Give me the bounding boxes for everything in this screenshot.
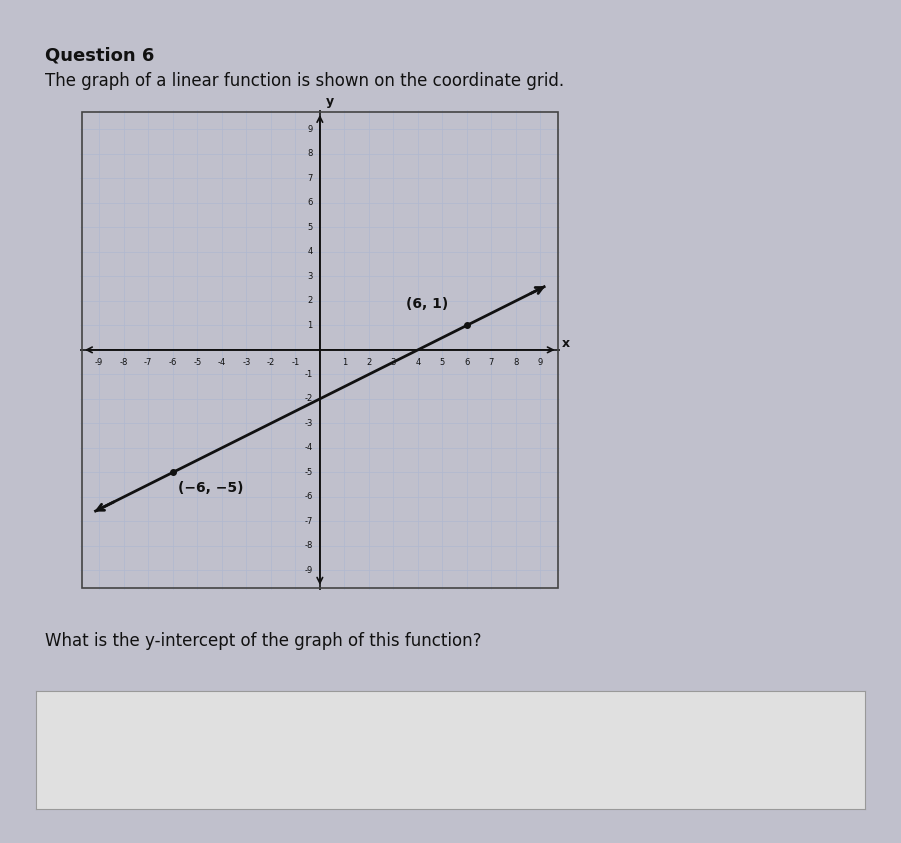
Text: -9: -9 bbox=[305, 566, 313, 575]
Text: 5: 5 bbox=[307, 223, 313, 232]
Text: -7: -7 bbox=[144, 358, 152, 368]
Text: -5: -5 bbox=[193, 358, 202, 368]
Text: (−6, −5): (−6, −5) bbox=[177, 481, 243, 495]
Text: The graph of a linear function is shown on the coordinate grid.: The graph of a linear function is shown … bbox=[45, 72, 564, 89]
Text: x: x bbox=[561, 337, 569, 350]
Text: -2: -2 bbox=[305, 395, 313, 404]
Text: -6: -6 bbox=[168, 358, 177, 368]
Text: 6: 6 bbox=[307, 198, 313, 207]
Text: -3: -3 bbox=[242, 358, 250, 368]
Text: -8: -8 bbox=[305, 541, 313, 550]
Text: 9: 9 bbox=[538, 358, 543, 368]
Text: -8: -8 bbox=[120, 358, 128, 368]
Text: Question 6: Question 6 bbox=[45, 46, 154, 64]
Text: 4: 4 bbox=[307, 247, 313, 256]
Text: 3: 3 bbox=[307, 271, 313, 281]
Text: -4: -4 bbox=[305, 443, 313, 453]
Text: 1: 1 bbox=[307, 321, 313, 330]
Text: 7: 7 bbox=[307, 174, 313, 183]
Text: 7: 7 bbox=[488, 358, 494, 368]
Text: 2: 2 bbox=[307, 296, 313, 305]
Text: 1: 1 bbox=[341, 358, 347, 368]
Text: -9: -9 bbox=[96, 358, 104, 368]
Text: 2: 2 bbox=[367, 358, 371, 368]
Text: -4: -4 bbox=[218, 358, 226, 368]
Text: -1: -1 bbox=[291, 358, 299, 368]
Text: y: y bbox=[326, 95, 334, 109]
Text: (6, 1): (6, 1) bbox=[405, 298, 448, 311]
Text: -6: -6 bbox=[305, 492, 313, 502]
Text: 3: 3 bbox=[391, 358, 396, 368]
Text: -5: -5 bbox=[305, 468, 313, 477]
Text: 5: 5 bbox=[440, 358, 445, 368]
Text: -7: -7 bbox=[305, 517, 313, 526]
Text: -3: -3 bbox=[305, 419, 313, 428]
Text: What is the y-intercept of the graph of this function?: What is the y-intercept of the graph of … bbox=[45, 632, 481, 650]
Text: 8: 8 bbox=[514, 358, 519, 368]
Text: 9: 9 bbox=[307, 125, 313, 134]
Text: -1: -1 bbox=[305, 370, 313, 379]
Text: 8: 8 bbox=[307, 149, 313, 158]
Text: 6: 6 bbox=[464, 358, 469, 368]
Text: -2: -2 bbox=[267, 358, 275, 368]
Text: 4: 4 bbox=[415, 358, 421, 368]
